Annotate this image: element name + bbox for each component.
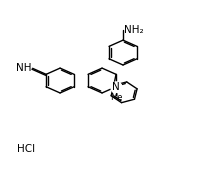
Text: HCl: HCl [17,144,35,154]
Text: Me: Me [110,93,122,102]
Text: NH₂: NH₂ [124,25,144,35]
Text: N: N [112,82,120,92]
Text: NH: NH [16,63,32,73]
